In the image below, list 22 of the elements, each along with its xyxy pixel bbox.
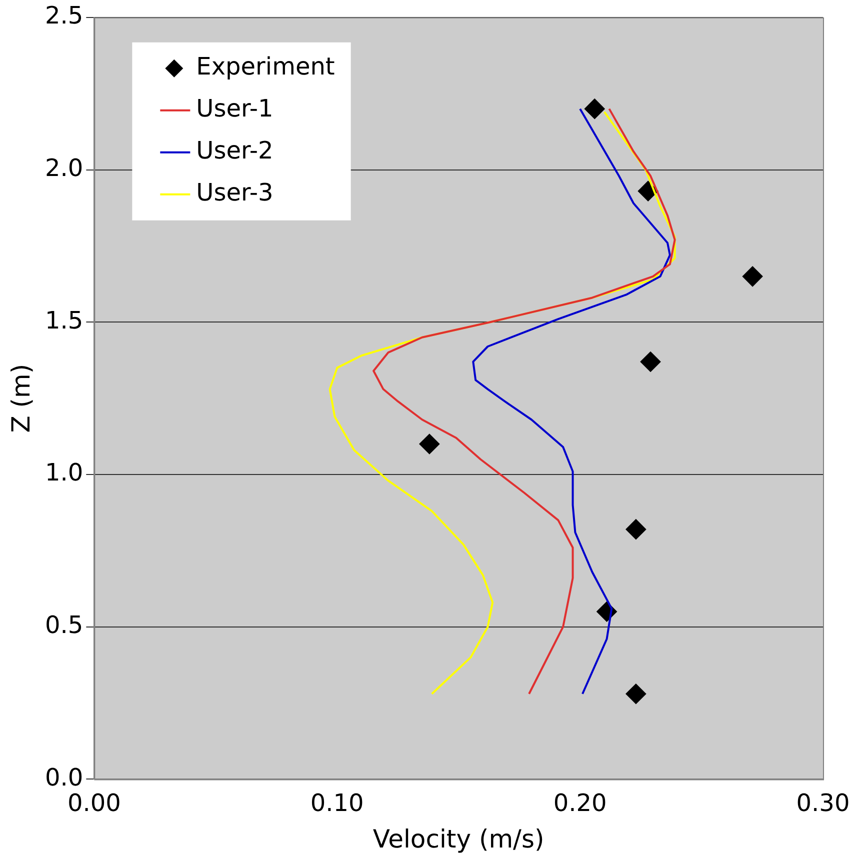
x-tick-label: 0.20	[553, 788, 607, 817]
point	[626, 519, 646, 540]
y-tick-label: 0.0	[44, 763, 84, 792]
legend-label: User-2	[196, 136, 274, 165]
point	[584, 98, 605, 119]
y-tick-label: 0.5	[44, 611, 84, 640]
point	[742, 266, 763, 286]
x-axis-title: Velocity (m/s)	[372, 824, 544, 854]
point	[626, 684, 646, 704]
y-axis-title: Z (m)	[6, 364, 36, 433]
legend-label: Experiment	[196, 52, 335, 81]
x-tick-label: 0.30	[796, 788, 850, 817]
point	[419, 434, 440, 454]
x-tick-label: 0.00	[67, 788, 121, 817]
y-tick-label: 1.0	[44, 458, 84, 487]
legend-label: User-3	[196, 178, 274, 207]
legend-label: User-1	[196, 94, 274, 123]
y-tick-label: 1.5	[44, 306, 84, 334]
x-tick-label: 0.10	[310, 788, 364, 817]
y-tick-label: 2.5	[44, 2, 84, 30]
point	[640, 352, 661, 372]
y-tick-label: 2.0	[44, 154, 84, 182]
